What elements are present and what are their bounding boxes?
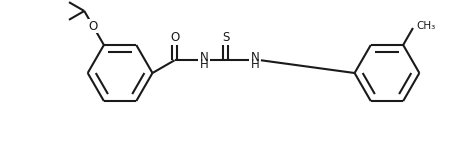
Text: N: N xyxy=(200,51,208,64)
Text: H: H xyxy=(251,58,259,71)
Text: N: N xyxy=(251,51,259,64)
Text: O: O xyxy=(88,20,98,33)
Text: CH₃: CH₃ xyxy=(416,21,435,31)
Text: H: H xyxy=(200,58,208,71)
Text: S: S xyxy=(222,31,229,44)
Text: O: O xyxy=(170,31,179,44)
